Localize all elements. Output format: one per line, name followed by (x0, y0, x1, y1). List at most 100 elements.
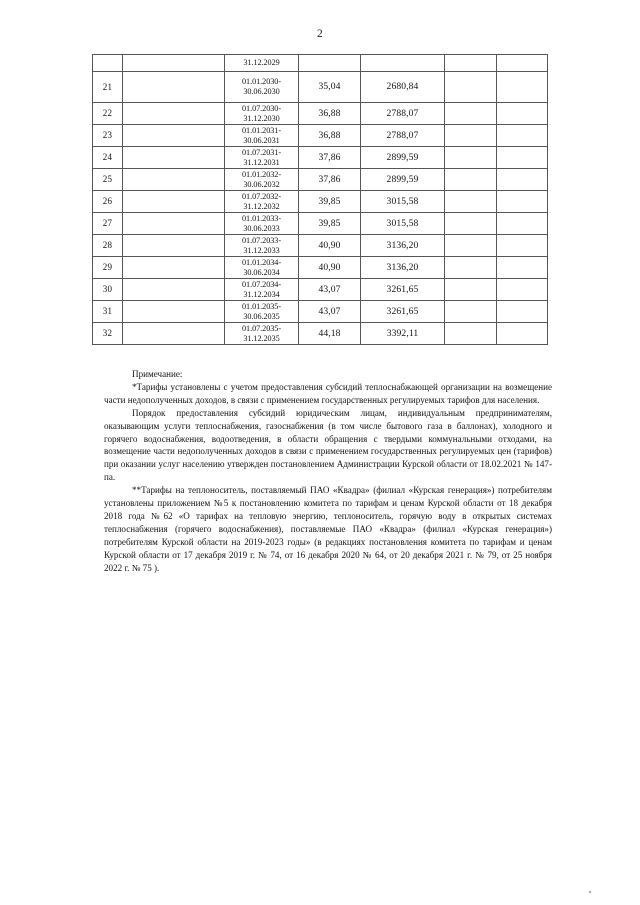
cell-blank-right-1 (444, 234, 497, 257)
period-start: 01.01.2035- (241, 301, 282, 311)
cell-blank-left (122, 322, 225, 345)
cell-row-number: 27 (92, 212, 123, 235)
cell-blank-right-1 (444, 190, 497, 213)
table-row: 24 01.07.2031- 31.12.2031 37,86 2899,59 (92, 146, 548, 169)
cell-value-amount: 3261,65 (360, 300, 445, 323)
cell-value-amount: 3261,65 (360, 278, 445, 301)
cell-row-number: 21 (92, 71, 123, 103)
period-start: 01.07.2031- (241, 147, 282, 157)
cell-value-tariff: 43,07 (298, 278, 361, 301)
cell-blank-right-2 (496, 322, 548, 345)
cell-blank-right-2 (496, 212, 548, 235)
cell-row-number: 23 (92, 124, 123, 147)
cell-value-tariff: 40,90 (298, 234, 361, 257)
cell-blank-left (122, 168, 225, 191)
cell-value-amount: 3136,20 (360, 256, 445, 279)
cell-blank-left (122, 278, 225, 301)
table-row: 29 01.01.2034- 30.06.2034 40,90 3136,20 (92, 256, 548, 279)
cell-blank-right-2 (496, 146, 548, 169)
cell-value-tariff: 44,18 (298, 322, 361, 345)
cell-blank-right-1 (444, 124, 497, 147)
cell-period: 01.01.2033- 30.06.2033 (224, 212, 299, 235)
tariff-table-container: 31.12.2029 21 01.01.2030- 30.06.2030 35,04 26… (92, 54, 548, 345)
cell-row-number: 26 (92, 190, 123, 213)
period-start: 01.01.2034- (241, 257, 282, 267)
table-row: 22 01.07.2030- 31.12.2030 36,88 2788,07 (92, 102, 548, 125)
cell-value-tariff: 43,07 (298, 300, 361, 323)
cell-blank-right-2 (496, 256, 548, 279)
period-end: 31.12.2034 (243, 289, 280, 299)
period-end: 30.06.2035 (243, 311, 280, 321)
period-end: 30.06.2032 (243, 179, 280, 189)
period-start: 01.07.2033- (241, 235, 282, 245)
cell-blank-right-1 (444, 168, 497, 191)
cell-value-amount: 2788,07 (360, 102, 445, 125)
cell-blank-right-2 (496, 54, 548, 72)
cell-period: 01.01.2031- 30.06.2031 (224, 124, 299, 147)
cell-value-amount: 3136,20 (360, 234, 445, 257)
table-row: 27 01.01.2033- 30.06.2033 39,85 3015,58 (92, 212, 548, 235)
cell-period: 01.07.2034- 31.12.2034 (224, 278, 299, 301)
cell-blank-right-2 (496, 124, 548, 147)
cell-blank-left (122, 256, 225, 279)
cell-value-tariff: 37,86 (298, 146, 361, 169)
notes-block: Примечание: *Тарифы установлены с учетом… (104, 368, 552, 575)
cell-blank-left (122, 71, 225, 103)
cell-period: 01.01.2030- 30.06.2030 (224, 71, 299, 103)
cell-period: 01.01.2032- 30.06.2032 (224, 168, 299, 191)
period-end: 30.06.2034 (243, 267, 280, 277)
cell-row-number: 28 (92, 234, 123, 257)
notes-paragraph-3: **Тарифы на теплоноситель, поставляемый … (104, 485, 552, 573)
cell-blank-right-1 (444, 212, 497, 235)
period-end: 31.12.2031 (243, 157, 280, 167)
table-row: 31 01.01.2035- 30.06.2035 43,07 3261,65 (92, 300, 548, 323)
cell-blank-right-2 (496, 234, 548, 257)
cell-value-amount: 2680,84 (360, 71, 445, 103)
cell-blank-left (122, 146, 225, 169)
cell-blank-left (122, 124, 225, 147)
table-row: 23 01.01.2031- 30.06.2031 36,88 2788,07 (92, 124, 548, 147)
cell-blank-left (122, 54, 225, 72)
cell-value-tariff: 36,88 (298, 124, 361, 147)
cell-blank-right-2 (496, 102, 548, 125)
period-start: 01.01.2030- (241, 77, 282, 87)
cell-blank-right-2 (496, 168, 548, 191)
cell-blank-left (122, 102, 225, 125)
cell-value-tariff (298, 54, 361, 72)
cell-value-tariff: 39,85 (298, 212, 361, 235)
cell-value-amount: 2788,07 (360, 124, 445, 147)
cell-value-tariff: 35,04 (298, 71, 361, 103)
notes-heading: Примечание: (132, 369, 183, 379)
cell-value-amount: 2899,59 (360, 146, 445, 169)
notes-paragraph-2: Порядок предоставления субсидий юридичес… (104, 407, 552, 483)
period-end: 30.06.2033 (243, 223, 280, 233)
cell-blank-right-1 (444, 256, 497, 279)
cell-blank-right-1 (444, 278, 497, 301)
cell-blank-left (122, 212, 225, 235)
period-start: 01.01.2032- (241, 169, 282, 179)
period-start: 01.07.2030- (241, 103, 282, 113)
cell-value-tariff: 40,90 (298, 256, 361, 279)
cell-row-number (92, 54, 123, 72)
period-end: 31.12.2030 (243, 113, 280, 123)
cell-blank-right-2 (496, 190, 548, 213)
period-end: 31.12.2029 (243, 58, 280, 68)
cell-blank-left (122, 234, 225, 257)
cell-row-number: 30 (92, 278, 123, 301)
page-number: 2 (317, 28, 323, 40)
cell-value-tariff: 37,86 (298, 168, 361, 191)
cell-period: 01.07.2035- 31.12.2035 (224, 322, 299, 345)
cell-blank-right-1 (444, 71, 497, 103)
cell-blank-left (122, 300, 225, 323)
cell-blank-right-2 (496, 71, 548, 103)
cell-blank-right-2 (496, 300, 548, 323)
table-row: 26 01.07.2032- 31.12.2032 39,85 3015,58 (92, 190, 548, 213)
tariff-table-body: 31.12.2029 21 01.01.2030- 30.06.2030 35,04 26… (92, 54, 548, 345)
table-row: 31.12.2029 (92, 54, 548, 72)
table-row: 28 01.07.2033- 31.12.2033 40,90 3136,20 (92, 234, 548, 257)
period-end: 31.12.2032 (243, 201, 280, 211)
table-row: 30 01.07.2034- 31.12.2034 43,07 3261,65 (92, 278, 548, 301)
scan-artifact-speck (589, 891, 591, 893)
cell-period: 31.12.2029 (224, 54, 299, 72)
